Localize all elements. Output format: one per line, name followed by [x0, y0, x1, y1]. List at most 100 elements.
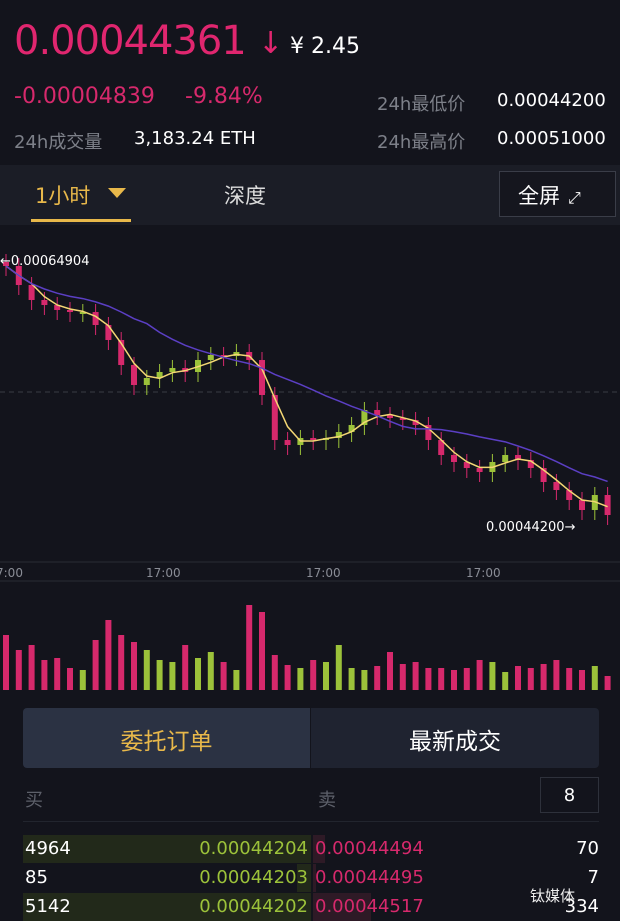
volume-bar	[502, 672, 509, 690]
min-price-label: 0.00044200	[486, 520, 565, 535]
buy-header: 买	[25, 790, 43, 811]
candle-body	[540, 468, 547, 483]
time-tick: 17:00	[466, 566, 501, 580]
candle-body	[92, 312, 99, 326]
volume-bar	[374, 666, 381, 690]
bid-quantity: 5142	[25, 896, 71, 917]
candle-body	[310, 438, 317, 441]
volume-bar	[3, 635, 9, 690]
candle-body	[143, 378, 150, 386]
sell-header: 卖	[318, 790, 336, 811]
volume-bar	[579, 670, 585, 690]
watermark: 钛媒体	[530, 887, 576, 905]
time-tick: 17:00	[306, 566, 341, 580]
candlestick-chart[interactable]	[0, 0, 620, 700]
volume-bar	[438, 668, 445, 690]
candle-body	[271, 395, 278, 441]
expand-arrows-icon: ⤢	[568, 188, 581, 207]
volume-bar	[297, 668, 304, 690]
volume-bar	[361, 670, 368, 690]
fullscreen-label: 全屏	[518, 184, 560, 208]
volume-bar	[553, 660, 560, 690]
candle-body	[220, 354, 227, 357]
tab-depth[interactable]: 深度	[224, 184, 266, 208]
volume-bar	[604, 676, 611, 690]
candle-body	[67, 310, 73, 313]
volume-bar	[143, 650, 150, 690]
candle-body	[412, 420, 419, 426]
ma-fast-line	[5, 265, 608, 508]
order-row[interactable]: 4964 0.00044204 0.00044494 70	[23, 835, 599, 863]
tab-latest-trades[interactable]: 最新成交	[311, 708, 599, 768]
candle-body	[387, 415, 393, 419]
ask-quantity: 334	[564, 896, 599, 917]
ask-depth-bar	[313, 835, 325, 863]
candle-body	[515, 455, 521, 461]
volume-bar	[476, 660, 483, 690]
candle-body	[259, 360, 265, 396]
candle-body	[463, 462, 470, 469]
divider	[23, 821, 599, 822]
volume-bar	[387, 652, 393, 690]
last-price: 0.00044361	[14, 18, 247, 64]
time-tick: 7:00	[0, 566, 23, 580]
volume-bar	[182, 645, 189, 690]
volume-bar	[131, 642, 137, 690]
volume-bar	[591, 666, 598, 690]
tab-interval[interactable]: 1小时	[35, 184, 91, 208]
ma-slow-line	[5, 265, 608, 483]
candle-body	[438, 440, 445, 456]
candle-body	[335, 432, 342, 439]
bid-depth-bar	[296, 864, 311, 892]
tab-orders[interactable]: 委托订单	[23, 708, 310, 768]
high-label: 24h最高价	[377, 132, 466, 153]
cny-price: ¥ 2.45	[290, 34, 360, 59]
volume-bar	[271, 655, 278, 690]
candle-body	[579, 500, 585, 511]
volume-bar	[41, 660, 48, 690]
volume-bar	[15, 650, 22, 690]
volume-bar	[92, 640, 99, 690]
volume-bar	[54, 658, 61, 690]
volume-bar	[335, 645, 342, 690]
candle-body	[284, 440, 291, 446]
volume-bar	[425, 668, 432, 690]
volume-bar	[105, 620, 112, 690]
volume-bar	[412, 662, 419, 690]
candle-body	[361, 410, 368, 426]
candle-body	[591, 495, 598, 511]
candle-body	[348, 425, 355, 433]
ask-quantity: 7	[587, 867, 599, 888]
bid-quantity: 85	[25, 867, 48, 888]
candle-body	[566, 490, 573, 501]
volume-bar	[233, 670, 240, 690]
candle-body	[131, 365, 137, 386]
candle-body	[118, 339, 125, 366]
volume-bar	[540, 664, 547, 690]
volume-bar	[323, 662, 329, 690]
volume-bar	[515, 666, 521, 690]
fullscreen-button[interactable]: 全屏 ⤢	[499, 171, 616, 217]
order-row[interactable]: 5142 0.00044202 0.00044517 334	[23, 893, 599, 921]
candle-body	[3, 262, 9, 267]
volume-bar	[284, 665, 291, 690]
dropdown-triangle-icon[interactable]	[108, 188, 126, 198]
volume-bar	[118, 635, 125, 690]
volume-bar	[67, 668, 73, 690]
min-price-marker: 0.00044200→	[486, 520, 576, 535]
volume-bar	[566, 668, 573, 690]
volume-bar	[79, 670, 86, 690]
max-price-marker: ←0.00064904	[0, 254, 90, 269]
volume-bar	[207, 652, 214, 690]
candle-body	[41, 299, 48, 306]
bid-price: 0.00044204	[199, 838, 308, 859]
active-tab-underline	[31, 219, 131, 222]
time-tick: 17:00	[146, 566, 181, 580]
candle-body	[553, 482, 560, 491]
bid-depth-bar	[23, 835, 311, 863]
volume-value: 3,183.24 ETH	[134, 128, 256, 149]
volume-bar	[156, 660, 163, 690]
order-row[interactable]: 85 0.00044203 0.00044495 7	[23, 864, 599, 892]
depth-selector[interactable]: 8	[540, 777, 599, 813]
volume-bar	[463, 668, 470, 690]
